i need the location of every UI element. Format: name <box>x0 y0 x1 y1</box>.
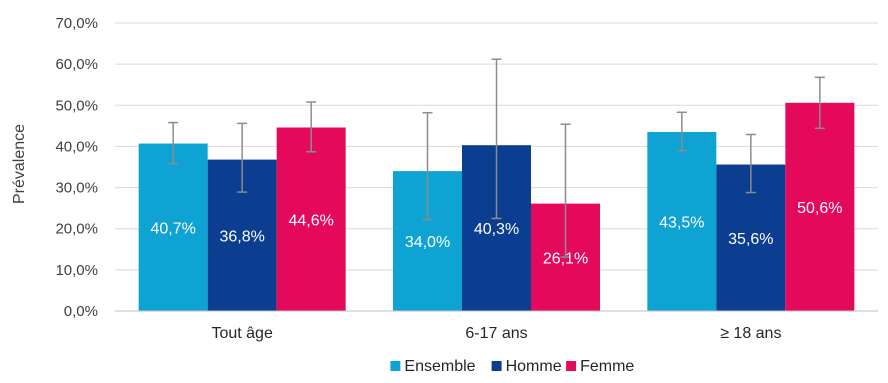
legend: Ensemble Homme Femme <box>390 358 634 375</box>
y-tick-label: 50,0% <box>55 97 98 114</box>
data-label: 35,6% <box>728 231 773 248</box>
x-tick-label: 6-17 ans <box>465 325 527 342</box>
y-tick-label: 20,0% <box>55 221 98 238</box>
y-tick-label: 70,0% <box>55 15 98 32</box>
data-label: 34,0% <box>405 234 450 251</box>
y-tick-label: 10,0% <box>55 262 98 279</box>
error-bars <box>168 58 825 258</box>
bar-ensemble <box>647 132 717 311</box>
x-axis-categories: Tout âge 6-17 ans ≥ 18 ans <box>211 325 781 342</box>
legend-label: Ensemble <box>404 358 475 375</box>
data-label: 50,6% <box>797 200 842 217</box>
bar-femme <box>276 127 346 311</box>
y-axis-label: Prévalence <box>11 124 28 204</box>
legend-item: Femme <box>566 358 634 375</box>
y-tick-label: 40,0% <box>55 138 98 155</box>
legend-swatch <box>390 361 401 371</box>
bar-femme <box>785 102 855 312</box>
data-label: 36,8% <box>219 228 264 245</box>
x-tick-label: Tout âge <box>211 325 272 342</box>
data-label: 44,6% <box>288 212 333 229</box>
data-label: 40,3% <box>474 221 519 238</box>
data-label: 43,5% <box>659 215 704 232</box>
data-labels: 40,7% 36,8% 44,6% 34,0% 40,3% 26,1% 43,5% 35,6%… <box>150 200 842 267</box>
legend-swatch <box>566 361 577 371</box>
legend-label: Homme <box>506 358 562 375</box>
y-tick-label: 60,0% <box>55 56 98 73</box>
data-label: 26,1% <box>543 250 588 267</box>
legend-label: Femme <box>580 358 634 375</box>
bar-ensemble <box>138 143 208 311</box>
y-tick-label: 0,0% <box>64 303 98 320</box>
data-label: 40,7% <box>150 220 195 237</box>
legend-swatch <box>491 361 502 371</box>
y-axis-ticks: 0,0% 10,0% 20,0% 30,0% 40,0% 50,0% 60,0% 70,0% <box>55 15 98 320</box>
x-tick-label: ≥ 18 ans <box>720 325 781 342</box>
legend-item: Ensemble <box>390 358 476 375</box>
legend-item: Homme <box>491 358 562 375</box>
y-tick-label: 30,0% <box>55 180 98 197</box>
